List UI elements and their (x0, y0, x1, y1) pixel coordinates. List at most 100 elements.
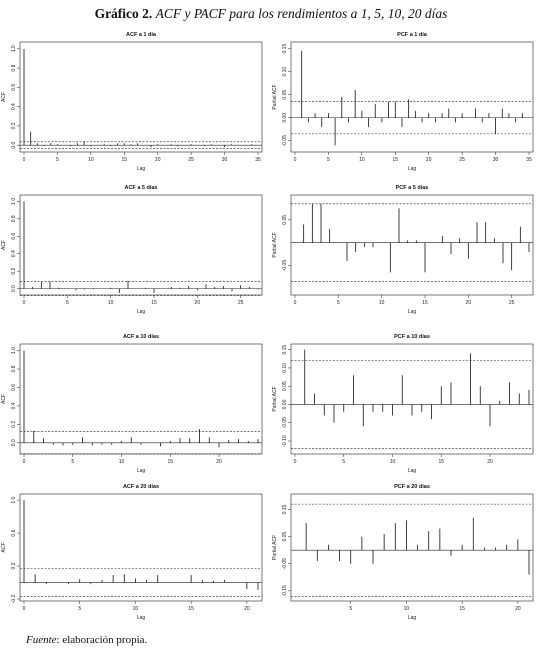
x-axis-label: Lag (137, 468, 146, 474)
x-tick-label: 30 (222, 157, 228, 163)
plot-frame (19, 194, 263, 296)
plot-frame (290, 194, 534, 296)
y-tick-label: 0.05 (282, 215, 288, 225)
x-tick-label: 0 (294, 300, 297, 306)
y-axis-label: Partial ACF (272, 232, 278, 257)
y-tick-label: 0.15 (282, 504, 288, 514)
chart-title: ACF a 20 días (123, 484, 159, 490)
y-tick-label: 0.8 (11, 215, 17, 222)
x-tick-label: 15 (459, 606, 465, 612)
x-tick-label: 25 (238, 300, 244, 306)
x-tick-label: 5 (66, 300, 69, 306)
x-tick-label: 5 (78, 606, 81, 612)
y-tick-label: -0.05 (282, 417, 288, 429)
x-tick-label: 25 (459, 157, 465, 163)
x-tick-label: 35 (526, 157, 532, 163)
chart-title: ACF a 5 días (124, 185, 157, 191)
y-tick-label: -0.15 (282, 585, 288, 597)
source-text: : elaboración propia. (56, 634, 148, 646)
x-tick-label: 10 (88, 157, 94, 163)
y-tick-label: 0.0 (11, 439, 17, 446)
chart-acf-5-days: ACF a 5 días 0 5 10 15 20 25 0.0 0.2 0.4 0.6 0.8 1.0… (0, 181, 270, 321)
x-tick-label: 0 (294, 459, 297, 465)
x-tick-label: 30 (493, 157, 499, 163)
pacf-1-day-plot: PCF a 1 día 0 5 10 15 20 25 30 35 -0.05 0.00 0.05 0.… (272, 32, 534, 172)
acf-20-days-plot: ACF a 20 días 0 5 10 15 20 -0.2 0.2 0.6 1.0 Lag ACF (1, 484, 263, 621)
source-label: Fuente (26, 634, 57, 646)
chart-pacf-1-day: PCF a 1 día 0 5 10 15 20 25 30 35 -0.05 0.00 0.05 0.… (271, 28, 541, 178)
x-tick-label: 10 (108, 300, 114, 306)
y-axis-label: Partial ACF (272, 386, 278, 411)
y-tick-label: 0.10 (282, 67, 288, 77)
y-axis-label: Partial ACF (272, 84, 278, 109)
chart-acf-20-days: ACF a 20 días 0 5 10 15 20 -0.2 0.2 0.6 1.0 Lag ACF (0, 480, 270, 627)
y-axis-label: ACF (1, 543, 7, 553)
y-axis-label: ACF (1, 92, 7, 102)
x-tick-label: 15 (438, 459, 444, 465)
x-tick-label: 10 (359, 157, 365, 163)
x-tick-label: 20 (466, 300, 472, 306)
y-tick-label: 0.8 (11, 64, 17, 71)
acf-5-days-plot: ACF a 5 días 0 5 10 15 20 25 0.0 0.2 0.4 0.6 0.8 1.0… (1, 185, 263, 315)
plot-frame (290, 343, 534, 455)
y-tick-label: 0.15 (282, 345, 288, 355)
y-tick-label: 1.0 (11, 198, 17, 205)
x-axis-label: Lag (408, 309, 417, 315)
x-tick-label: 15 (151, 300, 157, 306)
y-tick-label: 0.6 (11, 529, 17, 536)
y-tick-label: 0.2 (11, 122, 17, 129)
y-tick-label: 0.00 (282, 399, 288, 409)
x-axis-label: Lag (137, 309, 146, 315)
plot-frame (19, 41, 263, 153)
y-tick-label: 0.05 (282, 90, 288, 100)
y-tick-label: -0.10 (282, 435, 288, 447)
y-axis-label: Partial ACF (272, 535, 278, 560)
x-tick-label: 35 (255, 157, 261, 163)
acf-1-day-plot: ACF a 1 día 0 5 10 15 20 25 30 35 0.0 0.2 0.4 0.6 0.8… (1, 32, 263, 172)
x-tick-label: 0 (23, 300, 26, 306)
x-tick-label: 10 (404, 606, 410, 612)
x-tick-label: 20 (515, 606, 521, 612)
acf-10-days-plot: ACF a 10 días 0 5 10 15 20 0.0 0.2 0.4 0.6 0.8 1.0 L… (1, 334, 263, 474)
x-tick-label: 15 (393, 157, 399, 163)
plot-frame (19, 343, 263, 455)
y-axis-label: ACF (1, 240, 7, 250)
x-axis-label: Lag (137, 615, 146, 621)
chart-acf-1-day: ACF a 1 día 0 5 10 15 20 25 30 35 0.0 0.2 0.4 0.6 0.8… (0, 28, 270, 178)
y-tick-label: 0.05 (282, 532, 288, 542)
chart-title: PCF a 1 día (397, 32, 428, 38)
x-axis-label: Lag (137, 166, 146, 172)
y-tick-label: -0.2 (11, 594, 17, 603)
y-tick-label: 0.15 (282, 44, 288, 54)
x-tick-label: 20 (216, 459, 222, 465)
x-tick-label: 15 (188, 606, 194, 612)
figure-source: Fuente: elaboración propia. (26, 634, 147, 646)
x-tick-label: 20 (155, 157, 161, 163)
y-tick-label: 0.00 (282, 113, 288, 123)
x-tick-label: 10 (119, 459, 125, 465)
chart-acf-10-days: ACF a 10 días 0 5 10 15 20 0.0 0.2 0.4 0.6 0.8 1.0 L… (0, 330, 270, 480)
x-axis-label: Lag (408, 166, 417, 172)
x-tick-label: 5 (337, 300, 340, 306)
x-tick-label: 5 (327, 157, 330, 163)
pacf-10-days-plot: PCF a 10 días 0 5 10 15 20 -0.10 -0.05 0.00 0.05 0… (272, 334, 534, 474)
y-tick-label: 0.05 (282, 381, 288, 391)
x-tick-label: 5 (342, 459, 345, 465)
x-tick-label: 0 (23, 606, 26, 612)
y-tick-label: 0.8 (11, 365, 17, 372)
x-tick-label: 5 (349, 606, 352, 612)
x-tick-label: 15 (422, 300, 428, 306)
y-tick-label: 1.0 (11, 496, 17, 503)
x-tick-label: 0 (23, 459, 26, 465)
pacf-5-days-plot: PCF a 5 días 0 5 10 15 20 25 -0.05 0.05 Lag Partia… (272, 185, 534, 315)
x-tick-label: 20 (426, 157, 432, 163)
x-tick-label: 10 (390, 459, 396, 465)
x-tick-label: 5 (56, 157, 59, 163)
y-tick-label: 0.6 (11, 233, 17, 240)
plot-frame (290, 493, 534, 602)
chart-pacf-5-days: PCF a 5 días 0 5 10 15 20 25 -0.05 0.05 Lag Partia… (271, 181, 541, 321)
pacf-20-days-plot: PCF a 20 días 5 10 15 20 -0.15 -0.05 0.05 0.15 La… (272, 484, 534, 621)
y-tick-label: 0.0 (11, 285, 17, 292)
figure-title: Gráfico 2. ACF y PACF para los rendimien… (0, 6, 542, 22)
y-tick-label: 1.0 (11, 347, 17, 354)
